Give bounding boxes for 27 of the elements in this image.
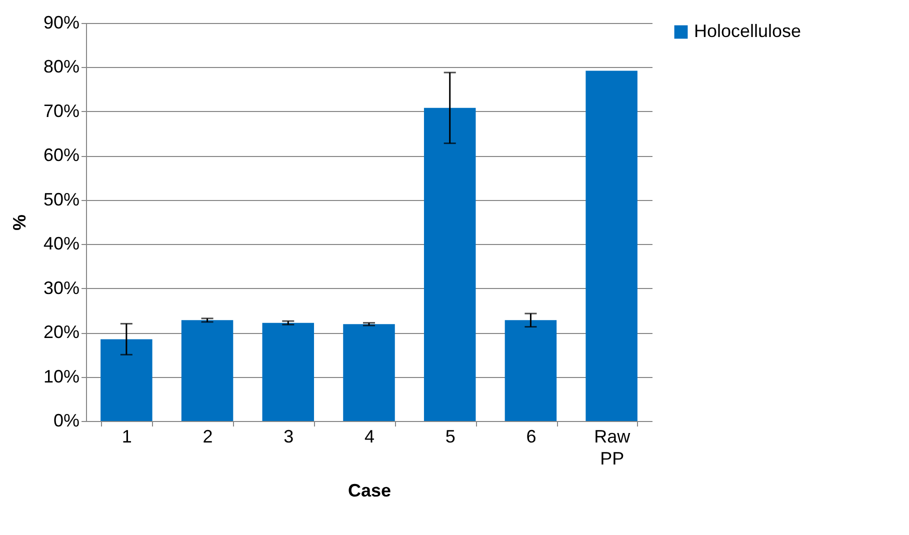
- x-tick-label: 4: [364, 426, 375, 446]
- x-tick-label: 5: [445, 426, 456, 446]
- x-tick-label: 3: [284, 426, 294, 446]
- y-axis-title: %: [9, 214, 30, 231]
- bar: [100, 339, 152, 421]
- y-tick-label: 40%: [43, 234, 80, 254]
- y-tick-label: 80%: [43, 56, 80, 77]
- bar: [181, 320, 234, 421]
- bar: [504, 320, 557, 421]
- bar: [424, 108, 476, 421]
- bar: [343, 324, 395, 421]
- x-tick-label: Raw PP: [594, 426, 632, 468]
- legend-label: Holocellulose: [694, 21, 802, 41]
- y-tick-label: 50%: [43, 189, 80, 210]
- y-tick-label: 90%: [43, 12, 80, 32]
- x-tick-label: 1: [122, 426, 132, 446]
- bar: [262, 322, 314, 421]
- x-tick-label: 2: [202, 426, 213, 446]
- x-tick-label: 6: [526, 426, 536, 446]
- x-axis-title: Case: [348, 480, 392, 500]
- y-tick-label: 70%: [43, 100, 80, 121]
- y-tick-label: 20%: [43, 322, 80, 342]
- y-tick-label: 0%: [53, 410, 80, 430]
- y-tick-label: 60%: [43, 145, 80, 166]
- y-tick-label: 10%: [43, 366, 80, 386]
- y-tick-label: 30%: [43, 278, 80, 298]
- bar: [586, 70, 638, 421]
